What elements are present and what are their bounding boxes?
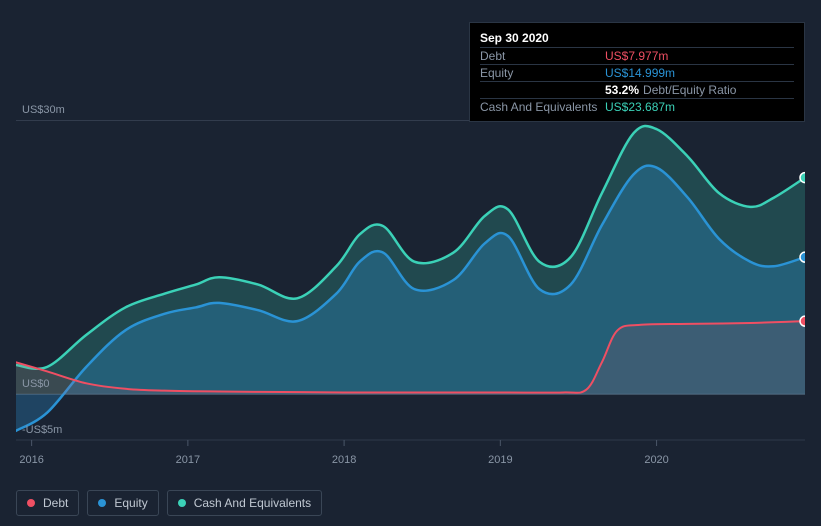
- tooltip-value: US$14.999m: [605, 66, 675, 80]
- y-axis-label: -US$5m: [22, 424, 62, 436]
- legend-label: Cash And Equivalents: [194, 496, 311, 510]
- circle-icon: [178, 499, 186, 507]
- tooltip-label: Equity: [480, 66, 605, 80]
- tooltip-ratio-label: Debt/Equity Ratio: [643, 83, 736, 97]
- chart-area[interactable]: US$30mUS$0-US$5m 20162017201820192020: [16, 120, 805, 460]
- tooltip-row-equity: Equity US$14.999m: [480, 64, 794, 81]
- legend: Debt Equity Cash And Equivalents: [16, 490, 322, 516]
- tooltip-label: Cash And Equivalents: [480, 100, 605, 114]
- legend-label: Equity: [114, 496, 147, 510]
- x-axis-label: 2019: [488, 454, 512, 466]
- x-axis-label: 2017: [176, 454, 200, 466]
- circle-icon: [98, 499, 106, 507]
- tooltip-ratio-pct: 53.2%: [605, 83, 639, 97]
- x-axis-label: 2020: [644, 454, 668, 466]
- tooltip-row-debt: Debt US$7.977m: [480, 47, 794, 64]
- tooltip-value: US$23.687m: [605, 100, 675, 114]
- y-axis-label: US$0: [22, 378, 50, 390]
- circle-icon: [27, 499, 35, 507]
- tooltip-date: Sep 30 2020: [480, 29, 794, 47]
- chart-svg: [16, 120, 805, 452]
- legend-label: Debt: [43, 496, 68, 510]
- tooltip-label: Debt: [480, 49, 605, 63]
- tooltip-row-cash: Cash And Equivalents US$23.687m: [480, 98, 794, 115]
- legend-item-equity[interactable]: Equity: [87, 490, 158, 516]
- tooltip-value: US$7.977m: [605, 49, 668, 63]
- y-axis-label: US$30m: [22, 104, 65, 116]
- x-axis-label: 2016: [19, 454, 43, 466]
- legend-item-cash[interactable]: Cash And Equivalents: [167, 490, 322, 516]
- tooltip-panel: Sep 30 2020 Debt US$7.977m Equity US$14.…: [469, 22, 805, 122]
- tooltip-row-ratio: 53.2% Debt/Equity Ratio: [480, 81, 794, 98]
- legend-item-debt[interactable]: Debt: [16, 490, 79, 516]
- x-axis-label: 2018: [332, 454, 356, 466]
